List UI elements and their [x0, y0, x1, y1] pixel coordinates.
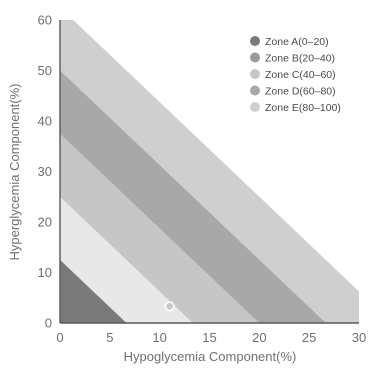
y-tick-label: 10: [38, 265, 52, 280]
x-tick-label: 10: [152, 330, 166, 345]
legend-swatch: [250, 85, 260, 96]
legend-label: Zone A(0–20): [265, 36, 329, 48]
y-tick-label: 30: [38, 164, 52, 179]
axes: [59, 20, 359, 324]
legend-label: Zone E(80–100): [265, 102, 341, 114]
x-tick-label: 15: [202, 330, 216, 345]
x-tick-label: 25: [302, 330, 316, 345]
legend-swatch: [250, 102, 260, 112]
y-tick-label: 60: [38, 13, 52, 28]
data-points: [164, 301, 175, 312]
x-tick-label: 20: [252, 330, 266, 345]
y-tick-label: 0: [45, 316, 52, 331]
legend-swatch: [250, 69, 260, 79]
legend-swatch: [250, 52, 260, 63]
y-axis-label: Hyperglycemia Component(%): [7, 83, 22, 260]
x-axis-label: Hypoglycemia Component(%): [124, 349, 297, 364]
y-tick-label: 40: [38, 114, 52, 129]
tick-labels: 0 5 10 15 20 25 30 0 10 20 30 40 50 60: [38, 13, 367, 346]
data-point-1: [164, 301, 175, 312]
legend-label: Zone C(40–60): [265, 69, 336, 81]
legend: Zone A(0–20) Zone B(20–40) Zone C(40–60) Zo…: [250, 36, 341, 114]
legend-label: Zone D(60–80): [265, 86, 336, 98]
x-tick-label: 30: [352, 330, 366, 345]
zone-band-2: [60, 196, 193, 323]
y-tick-label: 20: [38, 215, 52, 230]
zone-bands: [60, 20, 359, 323]
x-tick-label: 5: [106, 330, 113, 345]
legend-swatch: [250, 36, 260, 46]
legend-label: Zone B(20–40): [265, 53, 335, 65]
y-tick-label: 50: [38, 63, 52, 78]
x-tick-label: 0: [56, 330, 63, 345]
